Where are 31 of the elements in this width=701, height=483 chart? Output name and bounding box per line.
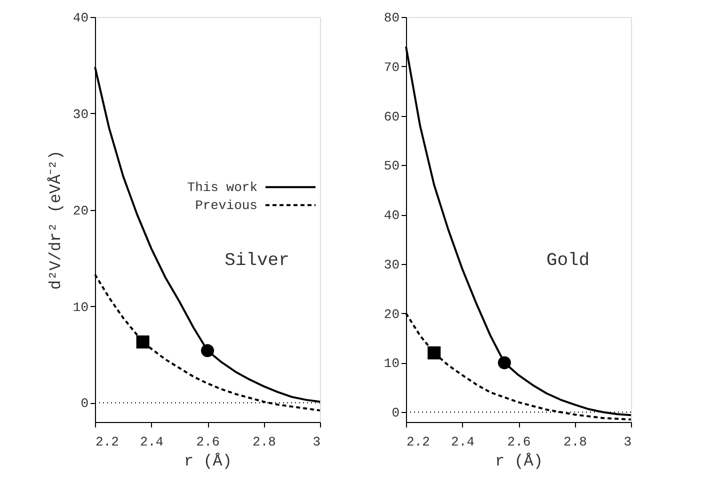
x-tick-label: 2.6: [507, 434, 531, 450]
x-axis-title: r (Å): [494, 452, 544, 470]
y-tick-label: 60: [384, 109, 400, 124]
y-tick-label: 80: [384, 10, 400, 26]
x-axis-title: r (Å): [184, 452, 232, 470]
annotation: Gold: [546, 251, 590, 271]
y-tick-label: 30: [384, 257, 400, 272]
x-tick-label: 2.8: [564, 434, 587, 450]
y-tick-label: 10: [72, 300, 88, 315]
y-tick-label: 40: [384, 208, 400, 224]
y-tick-label: 30: [72, 106, 88, 122]
x-tick-label: 3: [312, 434, 320, 450]
x-tick-label: 2.6: [196, 434, 220, 450]
y-tick-label: 40: [72, 10, 88, 26]
y-tick-label: 10: [384, 356, 400, 372]
y-tick-label: 20: [384, 306, 400, 322]
annotation: Silver: [224, 251, 290, 271]
y-tick-label: 0: [392, 406, 400, 421]
y-tick-label: 20: [72, 203, 88, 218]
x-tick-label: 2.4: [451, 434, 475, 450]
x-tick-label: 2.8: [252, 434, 276, 450]
y-axis-title: d²V/dr² (eVÅ⁻²): [46, 150, 65, 290]
x-tick-label: 2.2: [406, 434, 430, 450]
x-tick-label: 2.4: [140, 434, 164, 450]
x-tick-label: 3: [624, 434, 632, 450]
y-tick-label: 50: [384, 158, 400, 174]
x-tick-label: 2.2: [96, 434, 119, 450]
legend-label: Previous: [195, 198, 258, 214]
y-tick-label: 0: [80, 396, 88, 412]
y-tick-label: 70: [384, 60, 400, 75]
legend-label: This work: [187, 180, 258, 196]
